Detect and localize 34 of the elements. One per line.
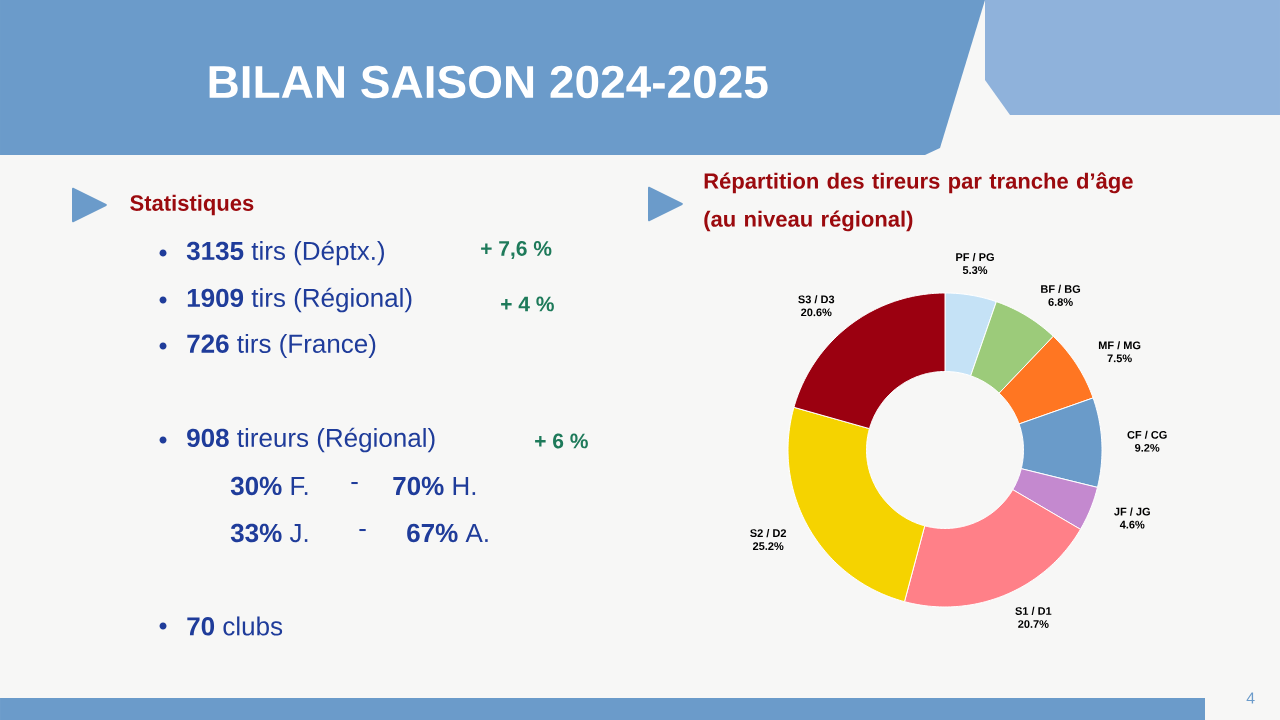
slice-label: PF / PG bbox=[956, 252, 994, 262]
data-label: 7.5% bbox=[1107, 354, 1132, 363]
text: 33% J. bbox=[230, 523, 308, 543]
data-label: 20.7% bbox=[1018, 620, 1049, 628]
text: 70 clubs bbox=[187, 616, 283, 636]
slice-label: BF / BG bbox=[1041, 284, 1081, 294]
text: + 4 % bbox=[501, 296, 554, 312]
text: - bbox=[351, 482, 358, 485]
chart-title: Répartition des tireurs par tranche d’âge (au niveau régional) bbox=[704, 172, 1133, 232]
text: 4 bbox=[1246, 692, 1255, 704]
data-label: 5.3% bbox=[962, 266, 988, 275]
text: Statistiques bbox=[130, 194, 254, 216]
text: 67% A. bbox=[407, 523, 488, 543]
text: + 6 % bbox=[535, 433, 588, 449]
data-label: 25.2% bbox=[752, 542, 784, 551]
data-label: 4.6% bbox=[1119, 520, 1145, 529]
text: 3135 tirs (Déptx.) bbox=[186, 240, 384, 266]
slice-label: CF / CG bbox=[1127, 430, 1167, 439]
slice-label: S3 / D3 bbox=[798, 295, 835, 304]
text: - bbox=[359, 529, 366, 532]
data-label: 6.8% bbox=[1048, 298, 1073, 306]
text: BILAN SAISON 2024-2025 bbox=[209, 65, 768, 99]
slice-label: JF / JG bbox=[1114, 507, 1150, 516]
text: 30% F. bbox=[230, 476, 308, 496]
text: 1909 tirs (Régional) bbox=[187, 287, 412, 313]
data-label: 9.2% bbox=[1135, 443, 1160, 452]
data-label: 20.6% bbox=[801, 308, 832, 317]
slice-label: S1 / D1 bbox=[1015, 606, 1052, 616]
text: 908 tireurs (Régional) bbox=[187, 427, 435, 453]
slice-label: MF / MG bbox=[1098, 341, 1141, 350]
slice-label: S2 / D2 bbox=[750, 528, 787, 538]
text: 726 tirs (France) bbox=[187, 333, 376, 359]
text: 70% H. bbox=[393, 476, 476, 496]
text: + 7,6 % bbox=[481, 241, 552, 259]
